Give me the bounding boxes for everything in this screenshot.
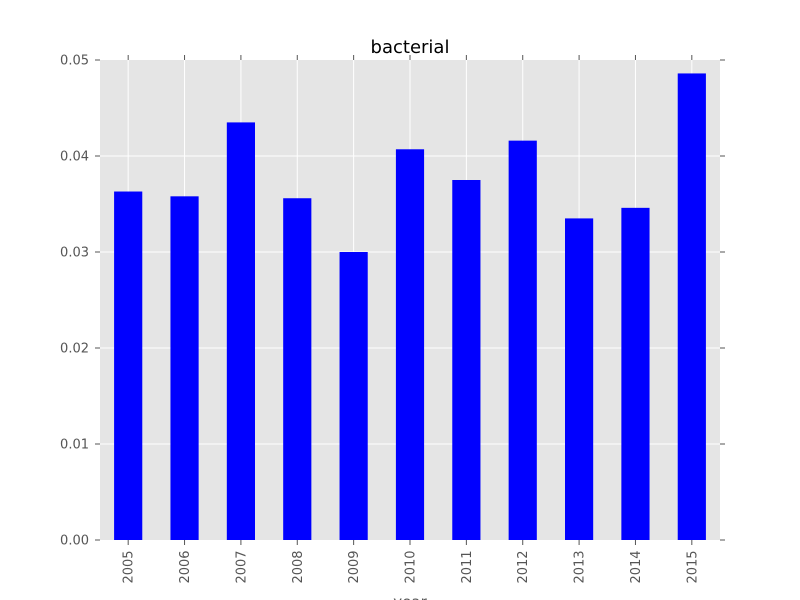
y-tick-label: 0.01 (60, 438, 89, 453)
x-tick-label: 2012 (516, 550, 531, 583)
x-tick-label: 2015 (685, 550, 700, 583)
x-tick-labels: 2005 2006 2007 2008 2009 2010 2011 2012 2013 2014… (122, 550, 701, 583)
bar-2014 (621, 207, 650, 540)
bar-2006 (170, 196, 199, 540)
axis-ticks (95, 55, 725, 545)
bar-2009 (339, 252, 368, 540)
x-tick-label: 2005 (122, 550, 137, 583)
x-tick-label: 2011 (460, 550, 475, 583)
x-tick-label: 2010 (404, 550, 419, 583)
y-tick-label: 0.05 (60, 54, 89, 69)
bar-2010 (395, 149, 425, 540)
x-tick-label: 2009 (347, 550, 362, 583)
bar-2015 (677, 73, 706, 540)
y-tick-label: 0.03 (60, 246, 89, 261)
x-tick-label: 2013 (573, 550, 588, 583)
y-tick-label: 0.04 (60, 150, 89, 165)
x-tick-label: 2008 (291, 550, 306, 583)
y-tick-label: 0.02 (60, 342, 89, 357)
y-tick-labels: 0.00 0.01 0.02 0.03 0.04 0.05 (60, 54, 89, 549)
bar-2007 (226, 122, 255, 541)
x-tick-label: 2014 (629, 550, 644, 583)
x-axis-label: year (393, 593, 427, 600)
y-tick-label: 0.00 (60, 534, 89, 549)
bar-2008 (283, 198, 312, 541)
x-tick-label: 2007 (234, 550, 249, 583)
bar-2011 (452, 180, 481, 540)
bar-2012 (508, 140, 537, 540)
chart-title: bacterial (371, 37, 450, 58)
bars (114, 73, 706, 541)
bar-2005 (114, 191, 143, 540)
x-tick-label: 2006 (178, 550, 193, 583)
bar-2013 (565, 218, 594, 540)
